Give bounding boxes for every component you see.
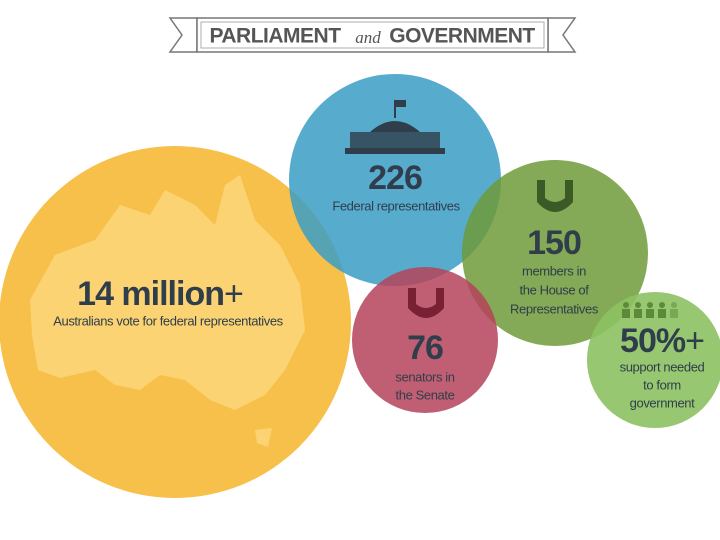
description: members in (522, 263, 586, 278)
description: Representatives (510, 301, 599, 316)
description: the House of (520, 282, 590, 297)
title-mid: and (355, 28, 381, 47)
figure-number: 50% (620, 322, 686, 360)
figure-suffix: + (685, 322, 704, 360)
description: government (630, 395, 695, 410)
figure: 50%+ (620, 322, 704, 360)
house-seats-icon (537, 180, 573, 212)
description: senators in (395, 369, 454, 384)
figure: 14 million+ (77, 275, 243, 313)
figure-suffix: + (224, 275, 243, 313)
australia-map (30, 175, 305, 447)
description: Australians vote for federal representat… (53, 313, 283, 328)
banner (168, 17, 577, 53)
figure: 150 (527, 224, 581, 262)
people-icon (622, 302, 678, 318)
title-left: PARLIAMENT (209, 25, 341, 48)
description: support needed (620, 359, 705, 374)
figure: 226 (368, 159, 422, 197)
description: Federal representatives (332, 198, 460, 213)
figure-number: 14 million (77, 275, 224, 313)
senate-seats-icon (408, 288, 444, 318)
circle-house (462, 160, 648, 346)
circle-majority (587, 292, 720, 428)
circle-representatives (289, 74, 501, 286)
circle-senate (352, 267, 498, 413)
figure: 76 (407, 329, 443, 367)
description: to form (643, 377, 681, 392)
title-right: GOVERNMENT (389, 25, 535, 48)
description: the Senate (396, 387, 455, 402)
parliament-icon (345, 100, 445, 154)
